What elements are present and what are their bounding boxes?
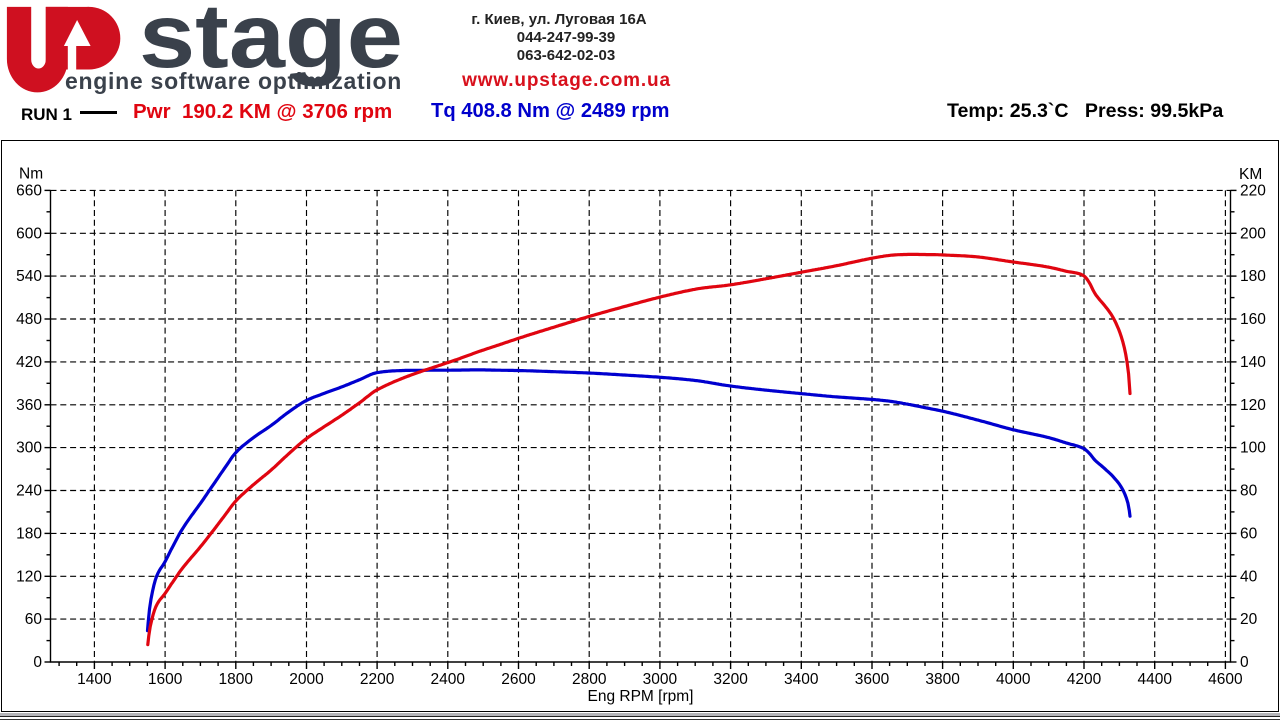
svg-text:660: 660 xyxy=(16,182,42,199)
svg-text:3400: 3400 xyxy=(784,671,819,688)
svg-text:3000: 3000 xyxy=(643,671,678,688)
svg-text:200: 200 xyxy=(1240,225,1266,242)
svg-text:KM: KM xyxy=(1239,166,1262,183)
svg-text:60: 60 xyxy=(1240,525,1258,542)
svg-text:Nm: Nm xyxy=(19,166,43,183)
svg-text:240: 240 xyxy=(16,483,42,500)
svg-text:4600: 4600 xyxy=(1208,671,1243,688)
svg-text:2200: 2200 xyxy=(360,671,395,688)
svg-text:1800: 1800 xyxy=(219,671,254,688)
svg-text:3600: 3600 xyxy=(855,671,890,688)
svg-text:20: 20 xyxy=(1240,611,1258,628)
svg-text:120: 120 xyxy=(16,568,42,585)
svg-text:140: 140 xyxy=(1240,354,1266,371)
svg-text:2600: 2600 xyxy=(501,671,536,688)
svg-text:4400: 4400 xyxy=(1137,671,1172,688)
svg-text:480: 480 xyxy=(16,311,42,328)
svg-text:40: 40 xyxy=(1240,568,1258,585)
svg-text:540: 540 xyxy=(16,268,42,285)
svg-text:3800: 3800 xyxy=(925,671,960,688)
svg-text:0: 0 xyxy=(1240,654,1249,671)
svg-text:120: 120 xyxy=(1240,397,1266,414)
svg-text:80: 80 xyxy=(1240,483,1258,500)
svg-text:1400: 1400 xyxy=(77,671,112,688)
svg-text:4000: 4000 xyxy=(996,671,1031,688)
svg-text:220: 220 xyxy=(1240,182,1266,199)
svg-text:420: 420 xyxy=(16,354,42,371)
svg-text:3200: 3200 xyxy=(713,671,748,688)
svg-text:100: 100 xyxy=(1240,440,1266,457)
svg-text:2000: 2000 xyxy=(289,671,324,688)
svg-text:60: 60 xyxy=(25,611,43,628)
svg-text:180: 180 xyxy=(1240,268,1266,285)
svg-text:Eng RPM [rpm]: Eng RPM [rpm] xyxy=(588,688,694,705)
svg-text:0: 0 xyxy=(33,654,42,671)
svg-text:4200: 4200 xyxy=(1067,671,1102,688)
svg-text:160: 160 xyxy=(1240,311,1266,328)
svg-text:2400: 2400 xyxy=(431,671,466,688)
svg-text:2800: 2800 xyxy=(572,671,607,688)
svg-text:360: 360 xyxy=(16,397,42,414)
svg-text:300: 300 xyxy=(16,440,42,457)
svg-text:1600: 1600 xyxy=(148,671,183,688)
svg-text:600: 600 xyxy=(16,225,42,242)
svg-text:180: 180 xyxy=(16,525,42,542)
